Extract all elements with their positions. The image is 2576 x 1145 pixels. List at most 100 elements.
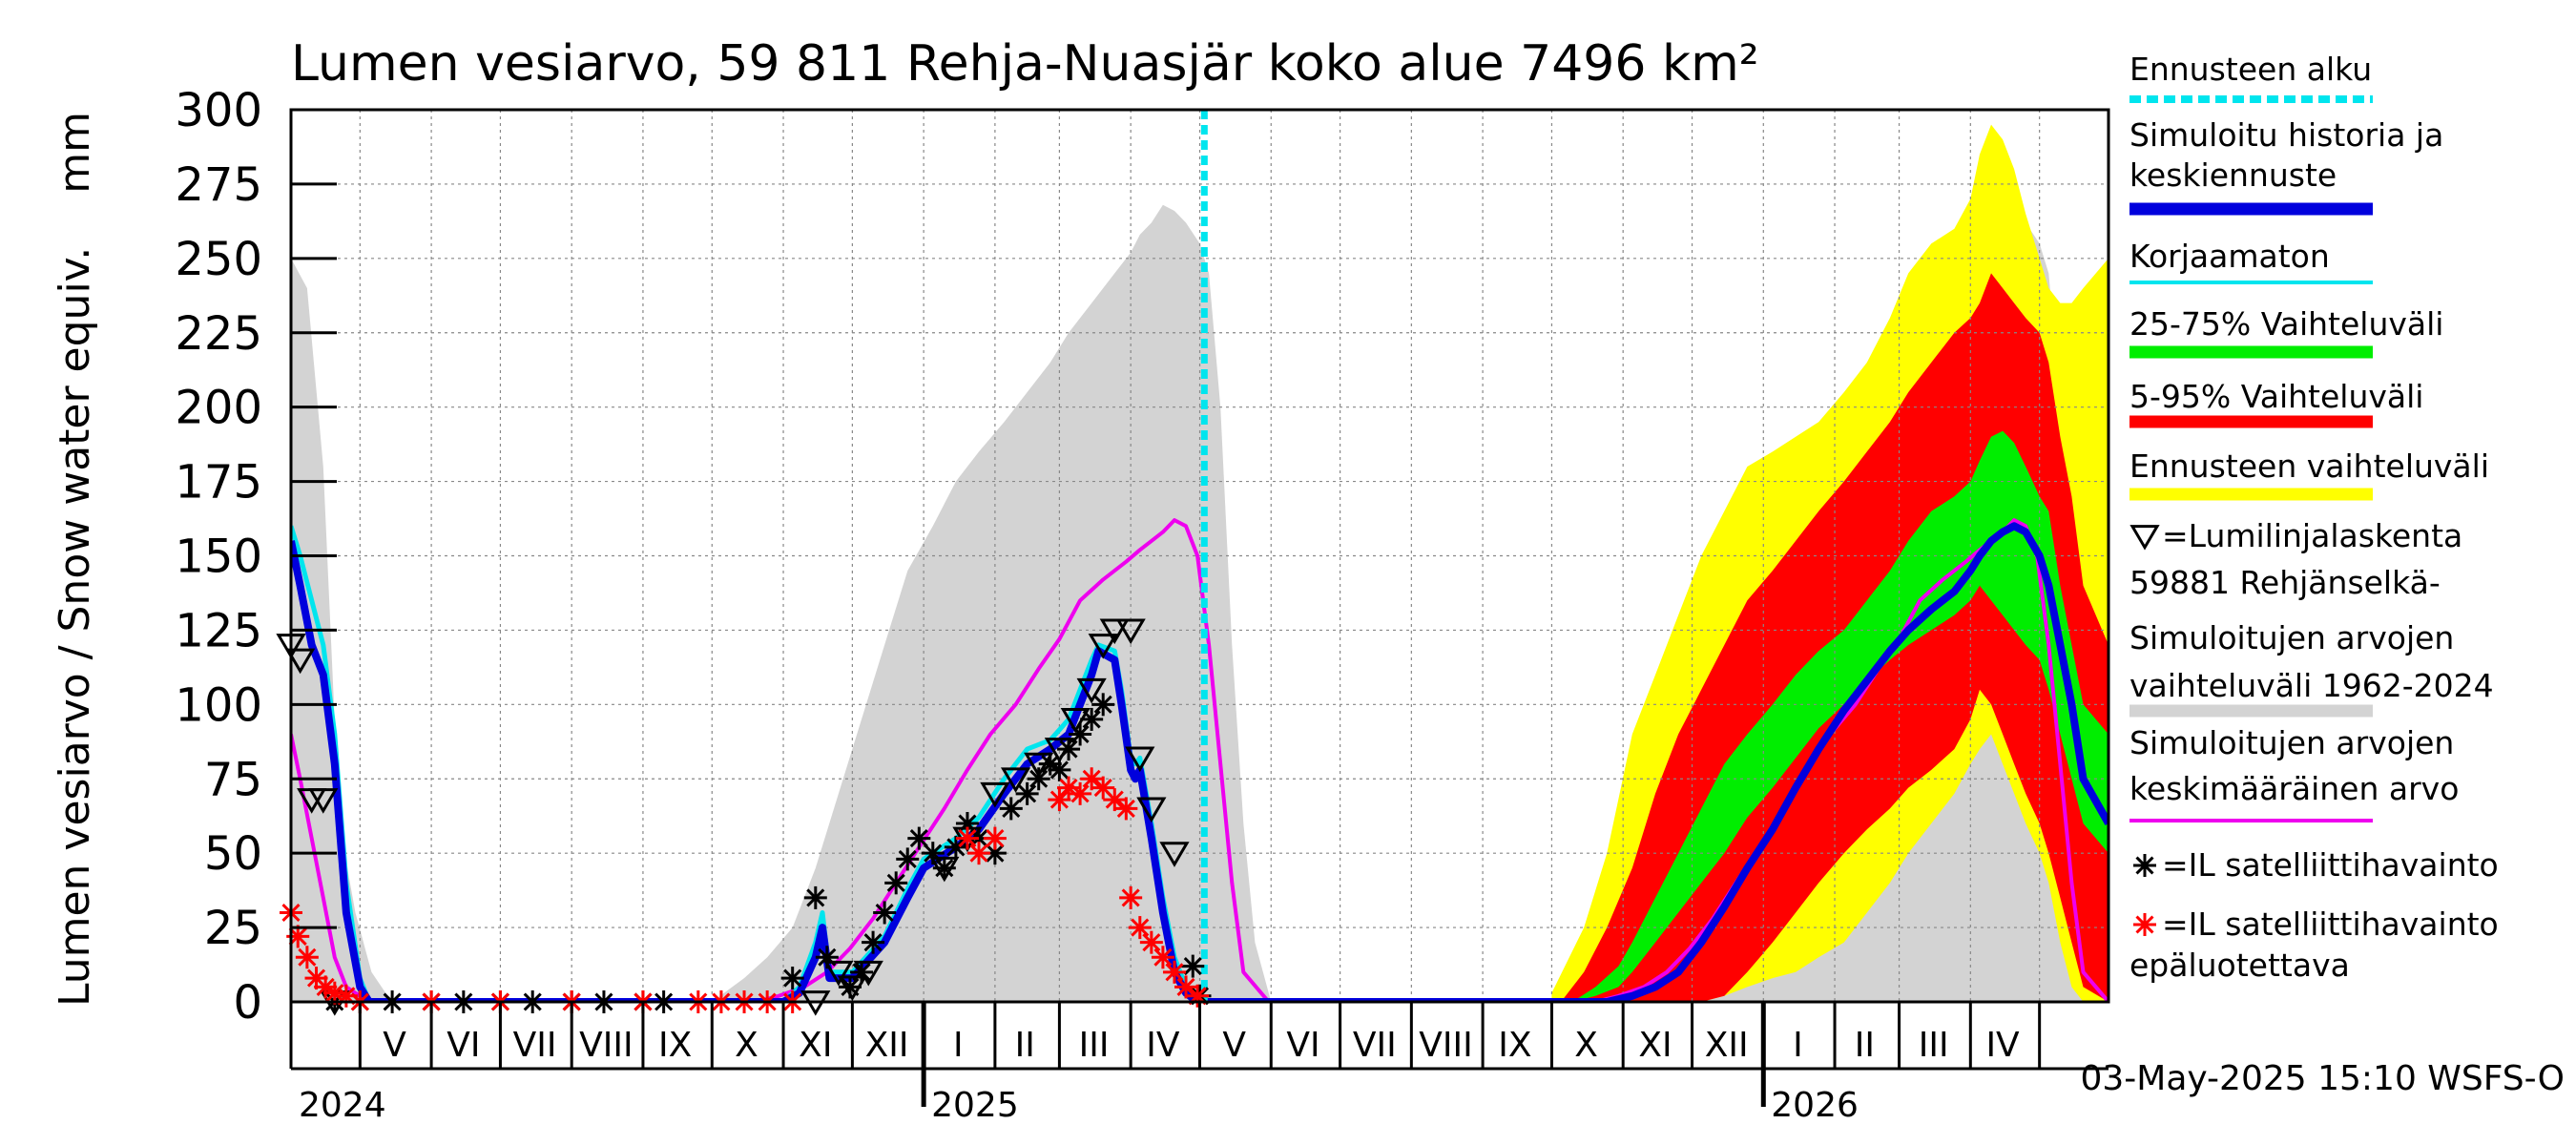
legend-label: =Lumilinjalaskenta xyxy=(2162,517,2462,554)
marker-il-satelliittihavainto xyxy=(1027,767,1050,791)
legend-label: keskiennuste xyxy=(2129,156,2337,194)
legend-item-ennusteen-vaihteluvali: Ennusteen vaihteluväli xyxy=(2129,448,2489,501)
marker-il-satelliittihavainto xyxy=(999,797,1023,821)
year-label: 2025 xyxy=(931,1086,1019,1125)
legend-item-il-satelliittihavainto: =IL satelliittihavainto xyxy=(2133,846,2499,884)
y-tick-label: 300 xyxy=(175,84,262,137)
x-tick-label: XII xyxy=(865,1026,909,1065)
y-axis-label: Lumen vesiarvo / Snow water equiv. mm xyxy=(51,112,99,1007)
marker-il-satelliittihavainto xyxy=(850,960,874,984)
band-simuloitujen-arvojen-vaihteluvali-1962-2024 xyxy=(291,204,2109,1002)
y-tick-label: 25 xyxy=(204,902,262,955)
x-tick-label: III xyxy=(1079,1026,1110,1065)
marker-il-satelliittihavainto xyxy=(780,967,804,990)
marker-il-satelliittihavainto-epaluotettava xyxy=(1186,984,1210,1008)
year-label: 2026 xyxy=(1771,1086,1859,1125)
marker-il-satelliittihavainto xyxy=(1181,954,1205,978)
legend-label: 25-75% Vaihteluväli xyxy=(2129,305,2443,343)
marker-lumilinjalaskenta-59881-rehjanselka xyxy=(1115,618,1146,645)
legend-label: Simuloitujen arvojen xyxy=(2129,724,2454,761)
x-tick-label: VI xyxy=(447,1026,480,1065)
legend-label: vaihteluväli 1962-2024 xyxy=(2129,667,2494,704)
marker-il-satelliittihavainto-epaluotettava xyxy=(983,826,1007,850)
legend-label: Korjaamaton xyxy=(2129,238,2330,275)
marker-il-satelliittihavainto xyxy=(921,842,945,865)
marker-il-satelliittihavainto xyxy=(815,946,839,969)
x-tick-label: VII xyxy=(513,1026,557,1065)
x-tick-label: II xyxy=(1015,1026,1035,1065)
marker-lumilinjalaskenta-59881-rehjanselka xyxy=(285,648,316,675)
marker-il-satelliittihavainto xyxy=(862,930,885,954)
marker-il-satelliittihavainto-epaluotettava xyxy=(1048,788,1071,812)
y-tick-label: 225 xyxy=(175,307,262,361)
marker-il-satelliittihavainto xyxy=(838,975,862,999)
marker-il-satelliittihavainto xyxy=(873,901,897,925)
band-25-75-vaihteluvali xyxy=(1572,430,2109,1002)
legend-swatch xyxy=(2129,525,2160,551)
marker-lumilinjalaskenta-59881-rehjanselka xyxy=(980,781,1010,808)
x-tick-label: I xyxy=(953,1026,964,1065)
timestamp: 03-May-2025 15:10 WSFS-O xyxy=(2080,1059,2565,1098)
marker-il-satelliittihavainto-epaluotettava xyxy=(1128,916,1152,940)
y-tick-label: 75 xyxy=(204,753,262,806)
legend-label: epäluotettava xyxy=(2129,947,2350,984)
x-tick-label: VII xyxy=(1353,1026,1397,1065)
legend-label: Simuloitu historia ja xyxy=(2129,116,2443,154)
chart-title: Lumen vesiarvo, 59 811 Rehja-Nuasjär kok… xyxy=(291,35,1759,93)
legend-item-25-75-vaihteluvali: 25-75% Vaihteluväli xyxy=(2129,305,2443,359)
marker-lumilinjalaskenta-59881-rehjanselka xyxy=(1099,618,1130,645)
marker-il-satelliittihavainto xyxy=(884,871,908,895)
marker-lumilinjalaskenta-59881-rehjanselka xyxy=(1088,634,1118,659)
legend-item-simuloitujen-arvojen: Simuloitujen arvojen vaihteluväli 1962-20… xyxy=(2129,619,2494,718)
x-tick-label: XI xyxy=(799,1026,832,1065)
marker-layer xyxy=(276,618,1212,1016)
marker-lumilinjalaskenta-59881-rehjanselka xyxy=(1125,746,1155,773)
marker-il-satelliittihavainto-epaluotettava xyxy=(295,946,319,969)
x-tick-label: X xyxy=(735,1026,758,1065)
x-tick-label: VIII xyxy=(579,1026,633,1065)
y-tick-label: 200 xyxy=(175,382,262,435)
legend-label: 5-95% Vaihteluväli xyxy=(2129,378,2423,415)
marker-lumilinjalaskenta-59881-rehjanselka xyxy=(1076,677,1107,704)
legend-item-korjaamaton: Korjaamaton xyxy=(2129,238,2373,284)
x-tick-label: II xyxy=(1855,1026,1875,1065)
legend-label: 59881 Rehjänselkä- xyxy=(2129,564,2441,601)
marker-il-satelliittihavainto xyxy=(1091,693,1115,717)
legend-item-lumilinjalaskenta: =Lumilinjalaskenta 59881 Rehjänselkä- xyxy=(2129,517,2462,601)
legend-label: =IL satelliittihavainto xyxy=(2162,906,2499,943)
x-tick-label: XI xyxy=(1638,1026,1672,1065)
marker-il-satelliittihavainto-epaluotettava xyxy=(1139,930,1163,954)
marker-il-satelliittihavainto-epaluotettava xyxy=(1080,767,1104,791)
legend-label: Simuloitujen arvojen xyxy=(2129,619,2454,656)
y-tick-label: 125 xyxy=(175,604,262,657)
legend-swatch xyxy=(2133,913,2156,936)
x-tick-label: IV xyxy=(1146,1026,1180,1065)
x-tick-label: VIII xyxy=(1419,1026,1472,1065)
marker-il-satelliittihavainto xyxy=(803,885,827,909)
x-tick-label: IX xyxy=(1498,1026,1531,1065)
legend-item-ennusteen-alku: Ennusteen alku xyxy=(2129,51,2373,103)
marker-il-satelliittihavainto-epaluotettava xyxy=(1174,975,1198,999)
legend-item-simuloitujen-arvojen: Simuloitujen arvojen keskimääräinen arvo xyxy=(2129,724,2459,822)
marker-il-satelliittihavainto xyxy=(1015,781,1039,805)
marker-il-satelliittihavainto-epaluotettava xyxy=(1151,946,1174,969)
x-tick-label: I xyxy=(1793,1026,1803,1065)
x-tick-label: IX xyxy=(658,1026,692,1065)
x-tick-label: VI xyxy=(1286,1026,1319,1065)
legend-swatch xyxy=(2133,854,2156,877)
y-tick-label: 50 xyxy=(204,827,262,881)
x-tick-label: XII xyxy=(1705,1026,1749,1065)
y-tick-label: 275 xyxy=(175,158,262,212)
marker-il-satelliittihavainto-epaluotettava xyxy=(1091,776,1115,800)
marker-il-satelliittihavainto xyxy=(1069,722,1092,746)
marker-lumilinjalaskenta-59881-rehjanselka xyxy=(1159,842,1190,867)
marker-il-satelliittihavainto-epaluotettava xyxy=(1162,960,1186,984)
marker-il-satelliittihavainto-epaluotettava xyxy=(1069,781,1092,805)
marker-lumilinjalaskenta-59881-rehjanselka xyxy=(1136,797,1167,823)
marker-il-satelliittihavainto-epaluotettava xyxy=(967,842,991,865)
y-tick-label: 100 xyxy=(175,678,262,732)
legend-label: Ennusteen vaihteluväli xyxy=(2129,448,2489,485)
